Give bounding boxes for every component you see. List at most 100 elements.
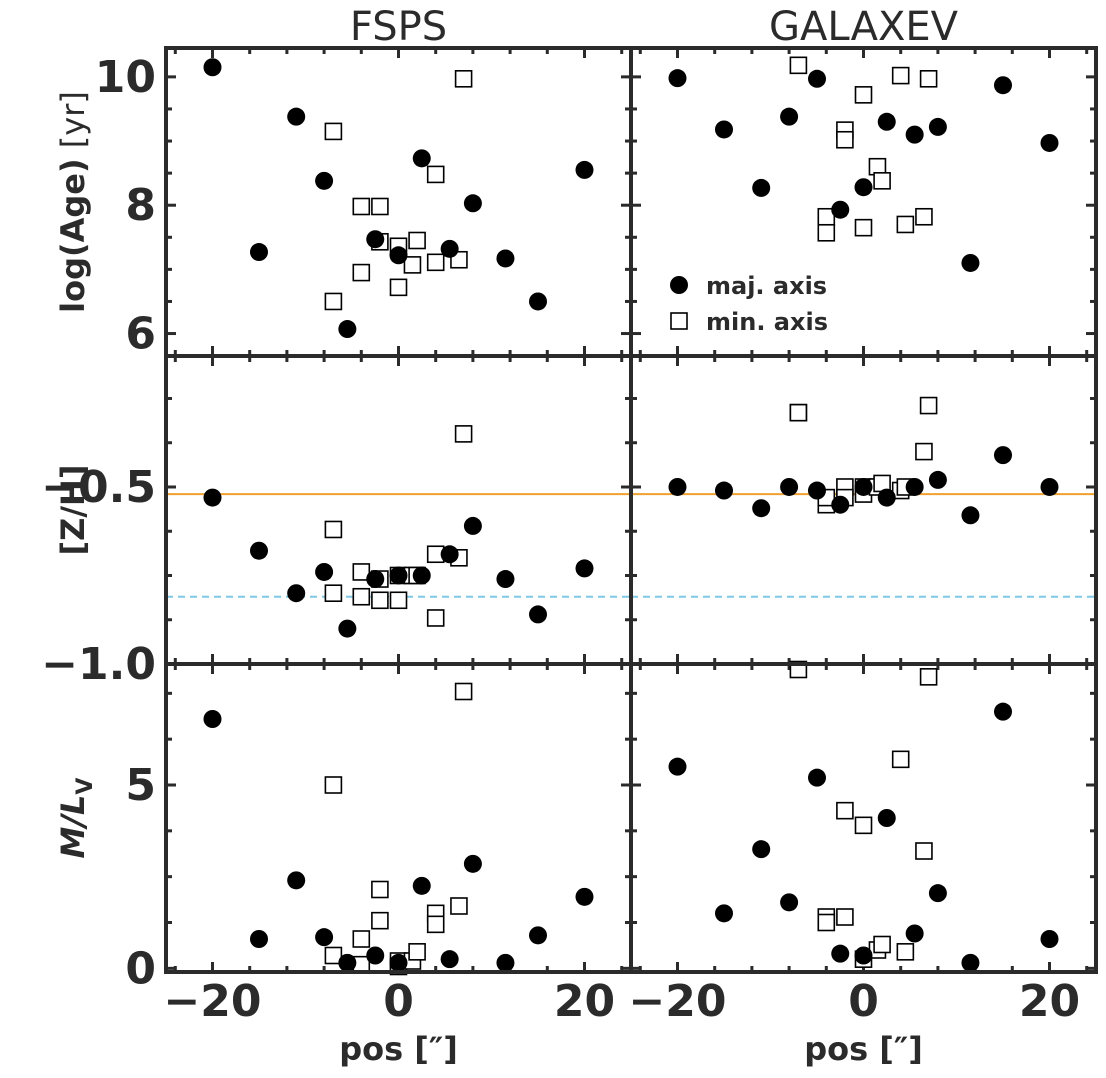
maj-axis-point bbox=[1040, 133, 1059, 152]
maj-axis-point bbox=[496, 953, 515, 972]
x-axis-label: pos [″] bbox=[804, 1030, 923, 1068]
min-axis-point bbox=[873, 935, 891, 954]
maj-axis-point bbox=[928, 470, 947, 489]
maj-axis-point bbox=[496, 249, 515, 268]
maj-axis-point bbox=[250, 930, 268, 948]
min-axis-point bbox=[836, 908, 854, 926]
y-tick-label-zh: −0.5 bbox=[41, 462, 156, 513]
min-axis-point bbox=[915, 207, 933, 226]
panel-frame bbox=[164, 46, 633, 358]
maj-axis-point bbox=[250, 541, 268, 560]
maj-axis-point bbox=[1040, 930, 1059, 948]
maj-axis-point bbox=[287, 871, 306, 890]
maj-axis-point bbox=[338, 953, 357, 972]
maj-axis-point bbox=[877, 488, 896, 507]
min-axis-point bbox=[789, 56, 808, 75]
min-axis-point bbox=[324, 122, 343, 141]
panel-frame bbox=[164, 662, 633, 974]
min-axis-point bbox=[854, 218, 873, 237]
maj-axis-point bbox=[463, 516, 482, 535]
maj-axis-point bbox=[412, 876, 431, 895]
maj-axis-point bbox=[928, 117, 947, 136]
min-axis-point bbox=[371, 591, 389, 610]
panel-age-fsps bbox=[164, 46, 633, 358]
column-title-fsps: FSPS bbox=[350, 4, 447, 50]
min-axis-point bbox=[817, 224, 836, 242]
maj-axis-point bbox=[961, 506, 980, 525]
min-axis-point bbox=[854, 816, 873, 835]
ylabel-ml-sub: V bbox=[73, 778, 98, 795]
min-axis-point bbox=[408, 231, 426, 250]
min-axis-point bbox=[324, 946, 343, 965]
min-axis-point bbox=[371, 911, 389, 930]
x-tick-label: 20 bbox=[1019, 976, 1080, 1027]
min-axis-point bbox=[789, 403, 808, 422]
maj-axis-point bbox=[203, 58, 222, 77]
x-tick-label: −20 bbox=[163, 976, 261, 1027]
maj-axis-point bbox=[338, 619, 357, 638]
column-title-galaxev: GALAXEV bbox=[769, 4, 959, 50]
panel-frame bbox=[629, 662, 1098, 974]
y-tick-label-age: 10 bbox=[95, 52, 156, 103]
maj-axis-point bbox=[287, 107, 306, 126]
panel-zh-galaxev bbox=[629, 354, 1098, 666]
ylabel-zh: [Z/H] bbox=[54, 465, 92, 556]
min-axis-point bbox=[408, 943, 426, 961]
maj-axis-point bbox=[366, 570, 385, 589]
min-axis-point bbox=[854, 86, 873, 104]
panel-frame bbox=[629, 354, 1098, 666]
maj-axis-point bbox=[994, 702, 1012, 721]
y-tick-label-zh: −1.0 bbox=[41, 639, 156, 690]
maj-axis-point bbox=[928, 884, 947, 903]
maj-axis-point bbox=[831, 944, 850, 963]
min-axis-point bbox=[352, 587, 371, 606]
min-axis-point bbox=[389, 591, 408, 610]
min-axis-point bbox=[352, 263, 371, 282]
maj-axis-point bbox=[905, 477, 924, 496]
maj-axis-point bbox=[905, 924, 924, 943]
x-tick-label: 0 bbox=[848, 976, 879, 1027]
ylabel-age-unit: [yr] bbox=[54, 91, 92, 158]
panel-age-galaxev bbox=[629, 46, 1098, 358]
maj-axis-point bbox=[529, 926, 547, 945]
maj-axis-point bbox=[752, 178, 771, 197]
maj-axis-point bbox=[808, 69, 826, 88]
min-axis-point bbox=[426, 165, 445, 184]
maj-axis-point bbox=[529, 605, 547, 624]
legend-maj-axis-label: maj. axis bbox=[706, 272, 827, 300]
maj-axis-point bbox=[961, 253, 980, 272]
min-axis-point bbox=[352, 197, 371, 216]
maj-axis-point bbox=[389, 566, 408, 585]
maj-axis-point bbox=[496, 570, 515, 589]
legend-maj-axis-marker bbox=[670, 276, 688, 294]
min-axis-point bbox=[896, 943, 915, 961]
maj-axis-point bbox=[877, 809, 896, 827]
panel-ml-fsps bbox=[164, 662, 633, 976]
maj-axis-point bbox=[440, 950, 459, 969]
min-axis-point bbox=[919, 70, 938, 88]
y-axis-label-zh: [Z/H] bbox=[54, 465, 92, 556]
min-axis-point bbox=[919, 668, 938, 686]
ylabel-age-main: log(Age) bbox=[54, 158, 92, 312]
maj-axis-point bbox=[575, 160, 594, 179]
min-axis-point bbox=[836, 130, 854, 149]
min-axis-point bbox=[324, 776, 343, 794]
min-axis-point bbox=[915, 442, 933, 461]
maj-axis-point bbox=[463, 854, 482, 873]
min-axis-point bbox=[389, 278, 408, 297]
y-tick-label-age: 6 bbox=[125, 309, 156, 360]
min-axis-point bbox=[896, 215, 915, 234]
legend-min-axis-marker bbox=[670, 312, 688, 330]
maj-axis-point bbox=[877, 112, 896, 131]
min-axis-point bbox=[324, 520, 343, 539]
y-tick-label-ml: 0 bbox=[125, 943, 156, 994]
y-tick-label-ml: 5 bbox=[125, 760, 156, 811]
min-axis-point bbox=[371, 880, 389, 899]
min-axis-point bbox=[371, 197, 389, 216]
panel-ml-galaxev bbox=[629, 660, 1098, 974]
maj-axis-point bbox=[961, 953, 980, 972]
min-axis-point bbox=[324, 292, 343, 311]
maj-axis-point bbox=[338, 320, 357, 339]
y-axis-label-ml: M/LV bbox=[54, 778, 98, 859]
maj-axis-point bbox=[440, 239, 459, 258]
